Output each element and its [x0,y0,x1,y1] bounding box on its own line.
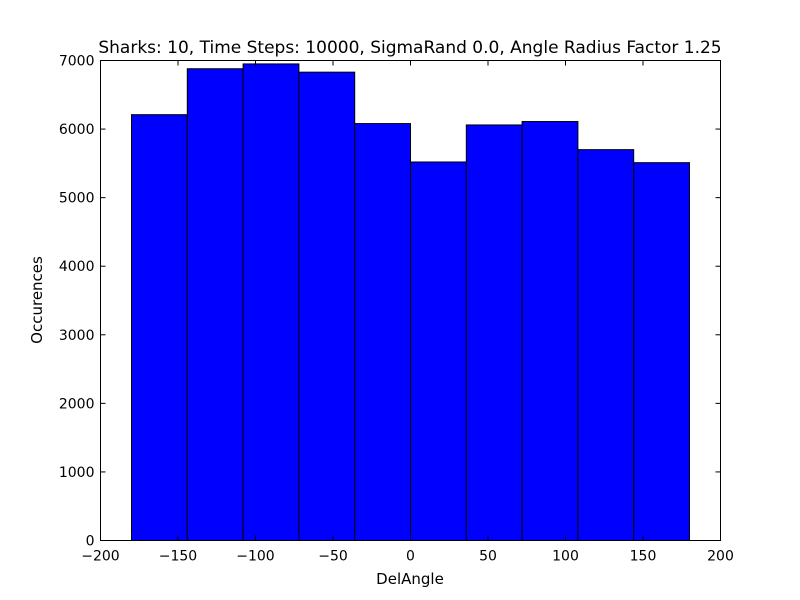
y-axis-label: Occurences [28,256,46,344]
histogram-bar-1 [186,68,244,541]
y-tick-label: 5000 [59,191,95,207]
y-tick-label: 2000 [59,396,95,412]
y-tick-label: 0 [86,534,95,550]
x-tick-label: 150 [630,549,657,565]
y-tick-label: 6000 [59,122,95,138]
y-tick-label: 4000 [59,259,95,275]
y-axis-ticks: 0 1000 2000 3000 4000 5000 6000 7000 [59,54,721,550]
histogram-bar-9 [633,162,691,542]
x-axis-label: DelAngle [376,570,444,588]
x-tick-label: 50 [479,549,497,565]
histogram-bar-2 [242,63,300,542]
x-axis-ticks: −200 −150 −100 −50 0 50 100 150 200 [81,60,734,565]
x-tick-label: 200 [707,549,734,565]
y-tick-label: 3000 [59,328,95,344]
x-tick-label: −150 [159,549,197,565]
x-tick-label: −200 [81,549,119,565]
histogram-bar-8 [577,149,635,541]
histogram-bar-4 [354,123,412,541]
x-tick-label: −50 [318,549,348,565]
histogram-bar-6 [465,124,523,541]
histogram-bar-3 [298,71,356,542]
y-tick-label: 7000 [59,54,95,70]
chart-title: Sharks: 10, Time Steps: 10000, SigmaRand… [98,38,721,58]
y-tick-label: 1000 [59,465,95,481]
bars-group [131,63,691,542]
x-tick-label: 100 [552,549,579,565]
x-tick-label: −100 [236,549,274,565]
histogram-bar-0 [131,114,188,542]
x-tick-label: 0 [406,549,415,565]
histogram-bar-5 [410,161,467,541]
plot-frame [100,60,721,541]
histogram-bar-7 [521,121,579,542]
